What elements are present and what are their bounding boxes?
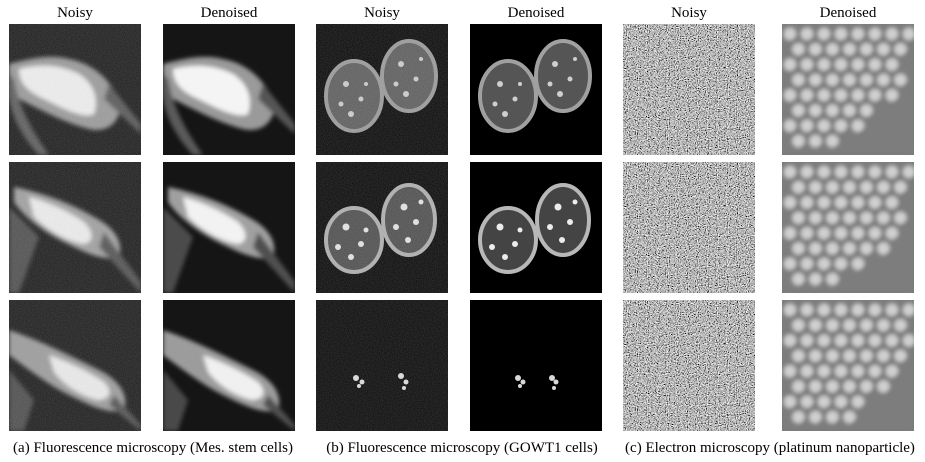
column-header-denoised-a: Denoised — [200, 5, 258, 21]
image-nanoparticle-noisy-2 — [623, 162, 755, 293]
image-gowt1-noisy-3 — [316, 300, 448, 431]
image-nanoparticle-noisy-1 — [623, 24, 755, 155]
column-header-denoised-c: Denoised — [819, 5, 877, 21]
caption-b: (b) Fluorescence microscopy (GOWT1 cells… — [326, 440, 598, 456]
image-nanoparticle-denoised-3 — [782, 300, 914, 431]
image-gowt1-denoised-3 — [470, 300, 602, 431]
image-nanoparticle-denoised-1 — [782, 24, 914, 155]
image-stemcell-denoised-3 — [163, 300, 295, 431]
caption-c: (c) Electron microscopy (platinum nanopa… — [625, 440, 915, 456]
image-nanoparticle-denoised-2 — [782, 162, 914, 293]
column-header-noisy-a: Noisy — [57, 5, 93, 21]
caption-a: (a) Fluorescence microscopy (Mes. stem c… — [13, 440, 293, 456]
image-gowt1-denoised-1 — [470, 24, 602, 155]
image-gowt1-noisy-1 — [316, 24, 448, 155]
image-stemcell-noisy-2 — [9, 162, 141, 293]
image-stemcell-noisy-1 — [9, 24, 141, 155]
column-header-noisy-c: Noisy — [671, 5, 707, 21]
image-gowt1-denoised-2 — [470, 162, 602, 293]
image-stemcell-denoised-1 — [163, 24, 295, 155]
column-header-noisy-b: Noisy — [364, 5, 400, 21]
image-gowt1-noisy-2 — [316, 162, 448, 293]
image-nanoparticle-noisy-3 — [623, 300, 755, 431]
column-header-denoised-b: Denoised — [507, 5, 565, 21]
image-stemcell-denoised-2 — [163, 162, 295, 293]
image-stemcell-noisy-3 — [9, 300, 141, 431]
